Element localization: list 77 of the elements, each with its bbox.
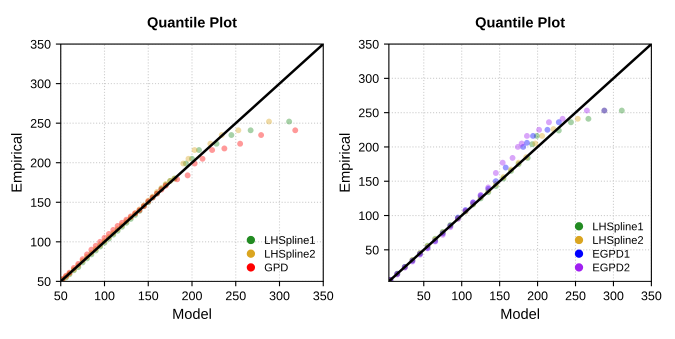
point bbox=[180, 160, 186, 166]
point bbox=[186, 156, 192, 162]
y-tick-label: 100 bbox=[31, 238, 51, 246]
point bbox=[510, 154, 516, 161]
point bbox=[235, 127, 242, 134]
x-tick-label: 150 bbox=[138, 291, 158, 300]
point bbox=[536, 126, 542, 133]
legend-label: LHSpline1 bbox=[593, 222, 644, 233]
x-tick-label: 250 bbox=[566, 291, 586, 300]
point bbox=[209, 147, 216, 154]
point bbox=[530, 133, 536, 139]
legend-label: GPD bbox=[264, 264, 288, 272]
point bbox=[266, 118, 272, 125]
y-axis-title: Empirical bbox=[11, 134, 25, 192]
point bbox=[584, 108, 590, 114]
y-tick-label: 250 bbox=[30, 118, 51, 128]
point bbox=[502, 164, 509, 170]
legend-label: LHSpline2 bbox=[265, 250, 315, 260]
legend-label: EGPD1 bbox=[593, 250, 630, 258]
y-tick-label: 300 bbox=[358, 74, 379, 84]
point bbox=[228, 132, 234, 138]
point bbox=[200, 156, 206, 162]
x-tick-label: 100 bbox=[452, 291, 472, 300]
point bbox=[258, 132, 264, 138]
point bbox=[192, 147, 198, 154]
y-tick-label: 150 bbox=[31, 198, 51, 207]
point bbox=[524, 140, 530, 146]
x-tick-label: 200 bbox=[528, 291, 548, 300]
x-tick-label: 250 bbox=[226, 291, 246, 300]
point bbox=[560, 116, 566, 122]
point bbox=[585, 116, 592, 122]
y-tick-label: 150 bbox=[359, 177, 379, 186]
x-axis-title: Model bbox=[173, 308, 211, 320]
y-tick-label: 350 bbox=[30, 40, 51, 49]
chart-title: Quantile Plot bbox=[476, 16, 565, 30]
y-tick-label: 50 bbox=[366, 246, 379, 254]
point bbox=[184, 172, 191, 178]
point bbox=[500, 160, 506, 166]
point bbox=[292, 127, 298, 134]
point bbox=[514, 144, 521, 150]
x-axis-title: Model bbox=[501, 308, 540, 320]
point bbox=[544, 126, 550, 133]
point bbox=[524, 133, 530, 139]
x-tick-label: 150 bbox=[490, 291, 510, 300]
point bbox=[539, 133, 546, 139]
point bbox=[568, 119, 574, 126]
point bbox=[556, 119, 562, 126]
point bbox=[574, 116, 581, 122]
point bbox=[221, 146, 228, 152]
point bbox=[492, 170, 499, 176]
point bbox=[618, 108, 625, 114]
x-tick-label: 50 bbox=[54, 291, 68, 300]
x-tick-label: 100 bbox=[95, 291, 114, 300]
point bbox=[546, 119, 552, 126]
x-tick-label: 200 bbox=[182, 291, 202, 300]
y-tick-label: 50 bbox=[38, 277, 51, 286]
point bbox=[286, 118, 292, 125]
x-tick-label: 350 bbox=[641, 291, 662, 300]
legend-label: LHSpline2 bbox=[593, 236, 644, 246]
x-tick-label: 300 bbox=[270, 291, 290, 300]
y-tick-label: 350 bbox=[358, 40, 379, 49]
y-tick-label: 300 bbox=[30, 79, 51, 88]
y-tick-label: 200 bbox=[358, 142, 379, 152]
point bbox=[518, 140, 525, 146]
x-tick-label: 300 bbox=[603, 291, 624, 300]
y-tick-label: 250 bbox=[358, 108, 379, 118]
point bbox=[237, 140, 244, 147]
x-tick-label: 350 bbox=[313, 291, 334, 300]
chart-title: Quantile Plot bbox=[148, 16, 237, 30]
y-tick-label: 100 bbox=[359, 211, 379, 220]
y-tick-label: 200 bbox=[30, 158, 51, 168]
legend-label: LHSpline1 bbox=[265, 236, 315, 246]
point bbox=[532, 140, 538, 146]
x-tick-label: 50 bbox=[417, 291, 430, 300]
point bbox=[248, 127, 254, 134]
legend-label: EGPD2 bbox=[593, 264, 630, 272]
y-axis-title: Empirical bbox=[339, 134, 353, 192]
